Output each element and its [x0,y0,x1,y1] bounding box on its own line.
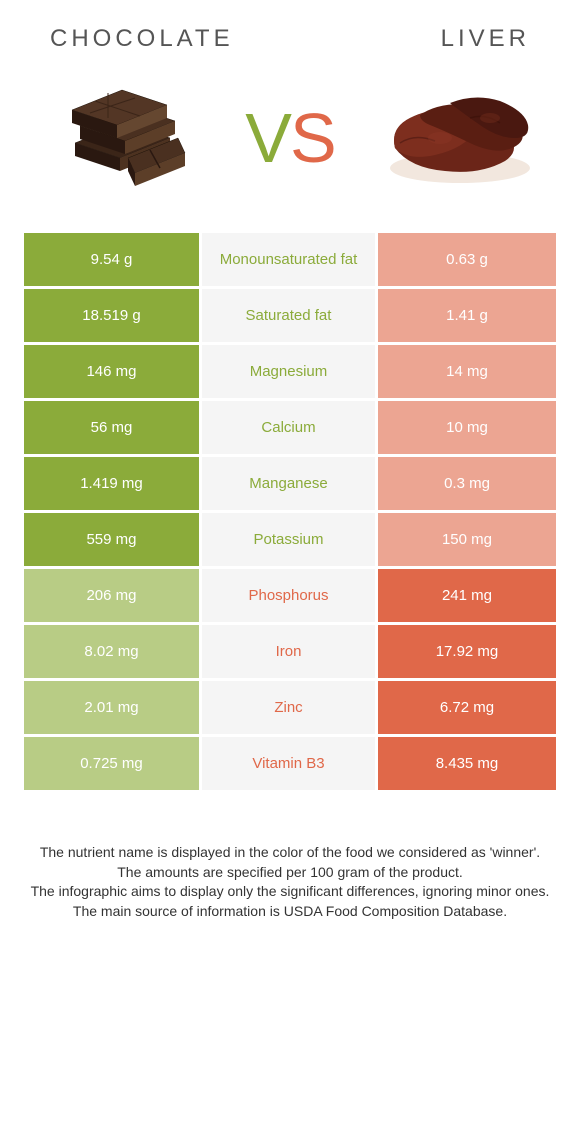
right-value-cell: 10 mg [378,401,556,454]
footer-line-4: The main source of information is USDA F… [30,902,550,922]
table-row: 206 mgPhosphorus241 mg [24,569,556,625]
nutrient-label-cell: Magnesium [202,345,378,398]
table-row: 2.01 mgZinc6.72 mg [24,681,556,737]
liver-image [380,68,540,208]
vs-label: VS [245,98,334,178]
table-row: 1.419 mgManganese0.3 mg [24,457,556,513]
right-food-title: Liver [441,25,530,53]
footer-line-1: The nutrient name is displayed in the co… [30,843,550,863]
left-value-cell: 9.54 g [24,233,202,286]
vs-v: V [245,99,290,177]
left-value-cell: 56 mg [24,401,202,454]
nutrient-label-cell: Iron [202,625,378,678]
nutrient-label-cell: Monounsaturated fat [202,233,378,286]
right-value-cell: 14 mg [378,345,556,398]
right-value-cell: 8.435 mg [378,737,556,790]
hero-section: VS [0,63,580,233]
table-row: 8.02 mgIron17.92 mg [24,625,556,681]
vs-s: S [290,99,335,177]
table-row: 56 mgCalcium10 mg [24,401,556,457]
left-value-cell: 2.01 mg [24,681,202,734]
right-value-cell: 0.3 mg [378,457,556,510]
footer-line-3: The infographic aims to display only the… [30,882,550,902]
table-row: 9.54 gMonounsaturated fat0.63 g [24,233,556,289]
footer-line-2: The amounts are specified per 100 gram o… [30,863,550,883]
nutrient-label-cell: Zinc [202,681,378,734]
left-value-cell: 206 mg [24,569,202,622]
left-value-cell: 0.725 mg [24,737,202,790]
header: Chocolate Liver [0,0,580,63]
nutrient-label-cell: Manganese [202,457,378,510]
left-value-cell: 18.519 g [24,289,202,342]
left-value-cell: 146 mg [24,345,202,398]
right-value-cell: 17.92 mg [378,625,556,678]
right-value-cell: 6.72 mg [378,681,556,734]
left-value-cell: 8.02 mg [24,625,202,678]
left-food-title: Chocolate [50,25,234,53]
table-row: 146 mgMagnesium14 mg [24,345,556,401]
right-value-cell: 241 mg [378,569,556,622]
nutrient-label-cell: Saturated fat [202,289,378,342]
left-value-cell: 1.419 mg [24,457,202,510]
table-row: 559 mgPotassium150 mg [24,513,556,569]
footer-notes: The nutrient name is displayed in the co… [0,793,580,921]
right-value-cell: 1.41 g [378,289,556,342]
left-value-cell: 559 mg [24,513,202,566]
comparison-table: 9.54 gMonounsaturated fat0.63 g18.519 gS… [0,233,580,793]
nutrient-label-cell: Vitamin B3 [202,737,378,790]
nutrient-label-cell: Potassium [202,513,378,566]
right-value-cell: 150 mg [378,513,556,566]
right-value-cell: 0.63 g [378,233,556,286]
table-row: 0.725 mgVitamin B38.435 mg [24,737,556,793]
table-row: 18.519 gSaturated fat1.41 g [24,289,556,345]
nutrient-label-cell: Calcium [202,401,378,454]
nutrient-label-cell: Phosphorus [202,569,378,622]
chocolate-image [40,68,200,208]
